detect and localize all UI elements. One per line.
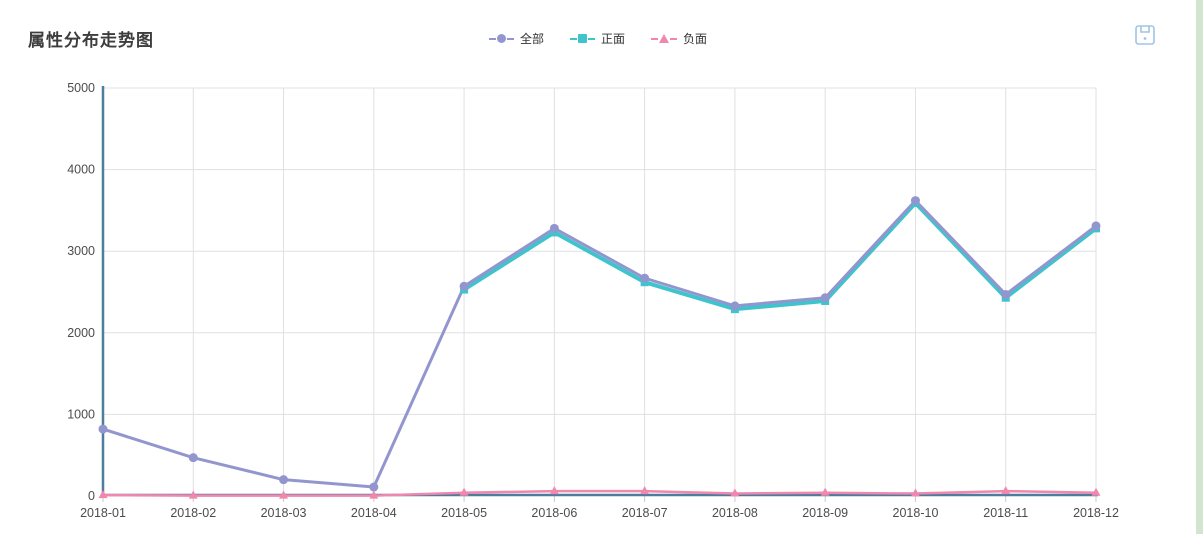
chart-canvas[interactable]: 0 1000 2000 3000 4000 5000 2018-01 2018-02 2018-…: [0, 60, 1196, 534]
y-axis-tick-label: 4000: [67, 163, 95, 177]
x-axis-tick-label: 2018-08: [712, 506, 758, 520]
chart-header: 属性分布走势图 全部 正面 负面: [0, 0, 1196, 60]
data-point-marker[interactable]: [188, 453, 198, 463]
y-axis-tick-label: 3000: [67, 244, 95, 258]
data-point-marker[interactable]: [1001, 486, 1011, 495]
series-line: [101, 199, 1098, 489]
trend-chart[interactable]: 0 1000 2000 3000 4000 5000 2018-01 2018-02 2018-…: [0, 60, 1196, 534]
data-point-marker[interactable]: [459, 281, 469, 291]
x-axis-tick-label: 2018-11: [983, 506, 1028, 520]
x-axis-tick-label: 2018-06: [531, 506, 577, 520]
legend-circle-icon: [488, 34, 514, 43]
legend-triangle-icon: [651, 34, 677, 43]
data-point-marker[interactable]: [730, 488, 740, 497]
data-point-marker[interactable]: [910, 196, 920, 206]
chart-title: 属性分布走势图: [28, 31, 154, 50]
data-point-marker[interactable]: [98, 490, 108, 499]
x-axis-tick-label: 2018-09: [802, 506, 848, 520]
page-background-strip: [1196, 0, 1203, 534]
x-axis-tick-label: 2018-01: [80, 506, 126, 520]
y-axis-tick-label: 5000: [67, 81, 95, 95]
y-axis-tick-label: 1000: [67, 407, 95, 421]
data-point-marker[interactable]: [459, 487, 469, 496]
data-point-marker[interactable]: [549, 223, 559, 233]
x-axis-tick-label: 2018-04: [351, 506, 397, 520]
legend-square-icon: [569, 34, 595, 43]
x-axis-tick-label: 2018-03: [261, 506, 307, 520]
legend: 全部 正面 负面: [0, 30, 1196, 47]
data-point-marker[interactable]: [98, 424, 108, 434]
legend-item-all[interactable]: 全部: [488, 30, 544, 47]
data-point-marker[interactable]: [279, 475, 289, 485]
y-axis-tick-label: 0: [88, 489, 95, 503]
data-point-marker[interactable]: [640, 273, 650, 283]
x-axis-tick-label: 2018-12: [1073, 506, 1119, 520]
legend-item-negative[interactable]: 负面: [651, 30, 707, 47]
data-point-marker[interactable]: [369, 482, 379, 492]
data-point-marker[interactable]: [188, 490, 198, 499]
legend-label: 全部: [519, 32, 544, 46]
data-point-marker[interactable]: [820, 293, 830, 303]
x-axis-tick-label: 2018-02: [170, 506, 216, 520]
x-axis-tick-label: 2018-10: [893, 506, 939, 520]
legend-item-positive[interactable]: 正面: [569, 30, 625, 47]
data-point-marker[interactable]: [1091, 221, 1101, 231]
data-point-marker[interactable]: [369, 490, 379, 499]
save-image-icon[interactable]: [1132, 22, 1158, 48]
series-line: [462, 201, 1098, 312]
data-point-marker[interactable]: [910, 488, 920, 497]
data-point-marker[interactable]: [640, 486, 650, 495]
x-axis-tick-label: 2018-07: [622, 506, 668, 520]
legend-label: 负面: [683, 32, 708, 46]
data-point-marker[interactable]: [1001, 289, 1011, 299]
data-point-marker[interactable]: [820, 487, 830, 496]
data-point-marker[interactable]: [730, 301, 740, 311]
data-point-marker[interactable]: [1091, 487, 1101, 496]
data-point-marker[interactable]: [279, 490, 289, 499]
data-point-marker[interactable]: [549, 486, 559, 495]
y-axis-tick-label: 2000: [67, 326, 95, 340]
series-line: [101, 489, 1098, 497]
legend-label: 正面: [600, 32, 625, 46]
x-axis-tick-label: 2018-05: [441, 506, 487, 520]
